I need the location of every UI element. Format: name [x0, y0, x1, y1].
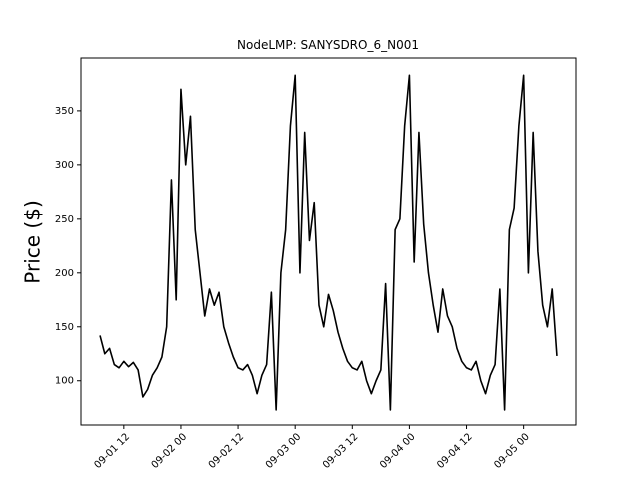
- y-tick-label: 250: [55, 214, 74, 225]
- x-tick-label: 09-03 00: [264, 431, 304, 471]
- y-tick-label: 350: [55, 106, 74, 117]
- x-tick-label: 09-04 12: [435, 431, 475, 471]
- x-tick-label: 09-02 12: [207, 431, 247, 471]
- price-line: [99, 74, 558, 411]
- y-tick-label: 300: [55, 160, 74, 171]
- x-tick-label: 09-04 00: [378, 431, 418, 471]
- x-tick-label: 09-03 12: [321, 431, 361, 471]
- x-tick-label: 09-05 00: [492, 431, 532, 471]
- axes-frame: [80, 57, 577, 426]
- chart-title: NodeLMP: SANYSDRO_6_N001: [237, 38, 419, 52]
- y-tick-label: 200: [55, 268, 74, 279]
- x-tick-label: 09-01 12: [93, 431, 133, 471]
- y-axis-label: Price ($): [21, 200, 45, 283]
- y-tick-label: 150: [55, 322, 74, 333]
- x-tick-label: 09-02 00: [150, 431, 190, 471]
- y-tick-label: 100: [55, 376, 74, 387]
